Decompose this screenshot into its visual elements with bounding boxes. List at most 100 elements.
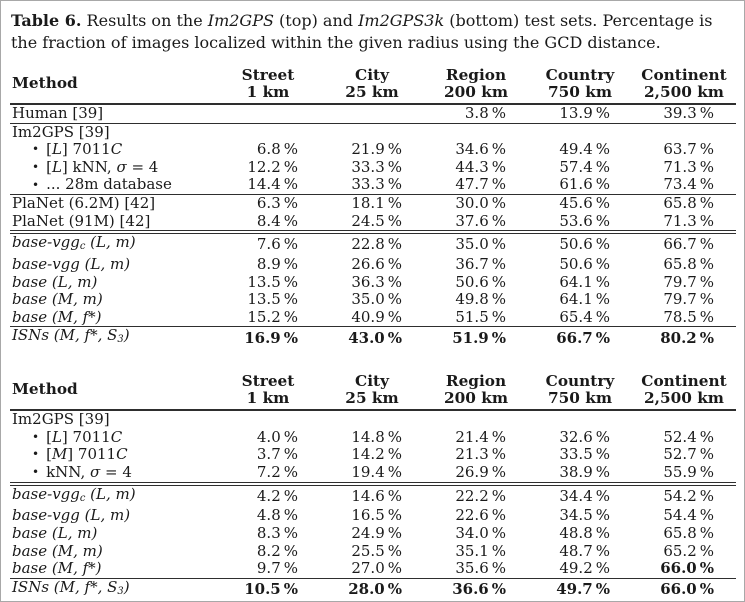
method-cell: ISNs (M, f*, S3)	[10, 326, 216, 350]
value-cell: 66.0 %	[660, 559, 714, 578]
column-header-radius: 200 km	[443, 389, 509, 408]
column-header-radius: 25 km	[345, 83, 399, 101]
label-segment: C	[116, 445, 128, 464]
value-cell: 64.1 %	[559, 290, 610, 309]
value-cell: 44.3 %	[455, 157, 506, 176]
value-cell: 50.6 %	[559, 255, 610, 274]
table-row: • [L] 7011C 4.0 % 14.8 % 21.4 % 32.6 % 52.4 %	[10, 427, 736, 447]
value-cell: 26.6 %	[351, 255, 402, 274]
label-segment: (top) and	[273, 11, 359, 30]
value-cell: 8.3 %	[256, 524, 298, 543]
method-cell: Human [39]	[10, 103, 216, 124]
label-segment: Results on the	[81, 11, 208, 30]
method-cell: Im2GPS [39]	[10, 409, 216, 429]
label-segment: Im2GPS	[207, 11, 274, 30]
table-section: base-vggc (L, m) 4.2 % 14.6 % 22.2 % 34.4 % 5…	[10, 481, 736, 579]
method-cell: PlaNet (6.2M) [42]	[10, 194, 216, 213]
value-cell: 66.7 %	[632, 230, 736, 257]
value-cell	[632, 409, 736, 429]
value-cell: 19.4 %	[351, 463, 402, 482]
value-cell: 14.4 %	[247, 175, 298, 194]
method-cell: ISNs (M, f*, S3)	[10, 577, 216, 601]
method-cell: base (M, f*)	[10, 559, 216, 578]
table-row: base-vgg (L, m) 4.8 % 16.5 % 22.6 % 34.5 % 54…	[10, 507, 736, 525]
table-row: base-vggc (L, m) 4.2 % 14.6 % 22.2 % 34.4 % 5…	[10, 481, 736, 508]
value-cell: 52.4 %	[663, 427, 714, 446]
label-segment: L	[51, 427, 62, 446]
label-segment: Human [39]	[12, 104, 104, 122]
value-cell	[632, 122, 736, 142]
value-cell: 6.8 %	[256, 140, 298, 159]
value-cell: 48.8 %	[559, 524, 610, 543]
value-cell: 80.2 %	[632, 326, 736, 350]
label-segment: PlaNet (91M) [42]	[12, 211, 151, 230]
value-cell: 78.5 %	[663, 307, 714, 326]
label-segment: = 4	[126, 157, 159, 176]
value-cell: 54.2 %	[632, 481, 736, 508]
value-cell: 8.9 %	[256, 255, 298, 274]
column-header: Country 750 km	[528, 67, 632, 105]
table-section: Human [39] 3.8 % 13.9 % 39.3 %	[10, 103, 736, 124]
method-cell: base (L, m)	[10, 524, 216, 543]
value-cell: 35.0 %	[351, 290, 402, 309]
value-cell: 27.0 %	[351, 559, 402, 578]
table-row: base (M, m) 13.5 % 35.0 % 49.8 % 64.1 % 79.7 …	[10, 290, 736, 309]
value-cell: 13.5 %	[247, 290, 298, 309]
value-cell: 61.6 %	[559, 175, 610, 194]
table-row: PlaNet (91M) [42] 8.4 % 24.5 % 37.6 % 53.6 %…	[10, 211, 736, 233]
table-section: PlaNet (6.2M) [42] 6.3 % 18.1 % 30.0 % 45.6 …	[10, 194, 736, 233]
label-segment: [	[46, 427, 52, 446]
value-cell	[528, 122, 632, 142]
value-cell: 45.6 %	[528, 194, 632, 213]
method-cell: • kNN, σ = 4	[10, 463, 216, 484]
table-row: base (M, f*) 15.2 % 40.9 % 51.5 % 65.4 % 78.5…	[10, 307, 736, 327]
value-cell: 14.6 %	[320, 481, 424, 508]
tables-container: Method Street 1 km City 25 km Region 200 km Cou…	[1, 67, 744, 601]
label-segment: (bottom) test sets. Percentage is the fr…	[11, 11, 713, 52]
value-cell: 65.2 %	[663, 541, 714, 560]
label-segment: PlaNet (6.2M) [42]	[12, 194, 156, 213]
label-segment: base-vgg	[12, 484, 80, 503]
table-section: Im2GPS [39] • [L] 7011C 6.8 % 21.9 % 34.6 % 49…	[10, 122, 736, 195]
method-cell: base (M, m)	[10, 290, 216, 309]
value-cell: 33.3 %	[351, 157, 402, 176]
value-cell: 66.0 %	[632, 577, 736, 601]
value-cell: 26.9 %	[455, 463, 506, 482]
label-segment: Im2GPS [39]	[12, 122, 110, 141]
label-segment: ISNs (M, f*, S	[12, 577, 118, 596]
label-segment: base (M, f*)	[12, 307, 102, 326]
label-segment: base-vgg	[12, 233, 80, 252]
method-cell: • [L] 7011C	[10, 140, 216, 159]
bullet-icon: •	[32, 142, 40, 157]
label-segment: L	[51, 140, 62, 159]
value-cell: 50.6 %	[455, 272, 506, 291]
value-cell: 4.0 %	[256, 427, 298, 446]
column-header-radius: 2,500 km	[643, 389, 724, 408]
value-cell: 37.6 %	[455, 211, 506, 230]
value-cell: 30.0 %	[424, 194, 528, 213]
table-row: • ... 28m database 14.4 % 33.3 % 47.7 % 61.6 …	[10, 176, 736, 194]
column-header-radius: 25 km	[345, 389, 399, 408]
value-cell: 6.3 %	[216, 194, 320, 213]
column-header-name: Continent	[641, 66, 727, 84]
section-header-row: Im2GPS [39]	[10, 409, 736, 429]
value-cell	[216, 103, 320, 124]
label-segment: ] 7011	[61, 140, 111, 159]
value-cell: 14.8 %	[351, 427, 402, 446]
value-cell: 35.6 %	[455, 559, 506, 578]
label-segment: ... 28m database	[46, 175, 172, 194]
label-segment: c	[79, 241, 86, 253]
method-cell: • [L] 7011C	[10, 427, 216, 447]
value-cell	[424, 409, 528, 429]
table-caption: Table 6. Results on the Im2GPS (top) and…	[11, 10, 734, 54]
method-cell: • [M] 7011C	[10, 446, 216, 464]
column-header: Region 200 km	[424, 67, 528, 105]
table-row: base (M, f*) 9.7 % 27.0 % 35.6 % 49.2 % 66.0 …	[10, 559, 736, 578]
value-cell: 71.3 %	[663, 157, 714, 176]
table-header: Method Street 1 km City 25 km Region 200 km Cou…	[10, 66, 736, 105]
table-row: • [L] kNN, σ = 4 12.2 % 33.3 % 44.3 % 57.4 % 7…	[10, 157, 736, 177]
column-header-name: Street	[241, 372, 295, 391]
value-cell: 55.9 %	[663, 463, 714, 482]
value-cell: 22.6 %	[455, 506, 506, 525]
column-header-radius: 200 km	[443, 83, 509, 101]
